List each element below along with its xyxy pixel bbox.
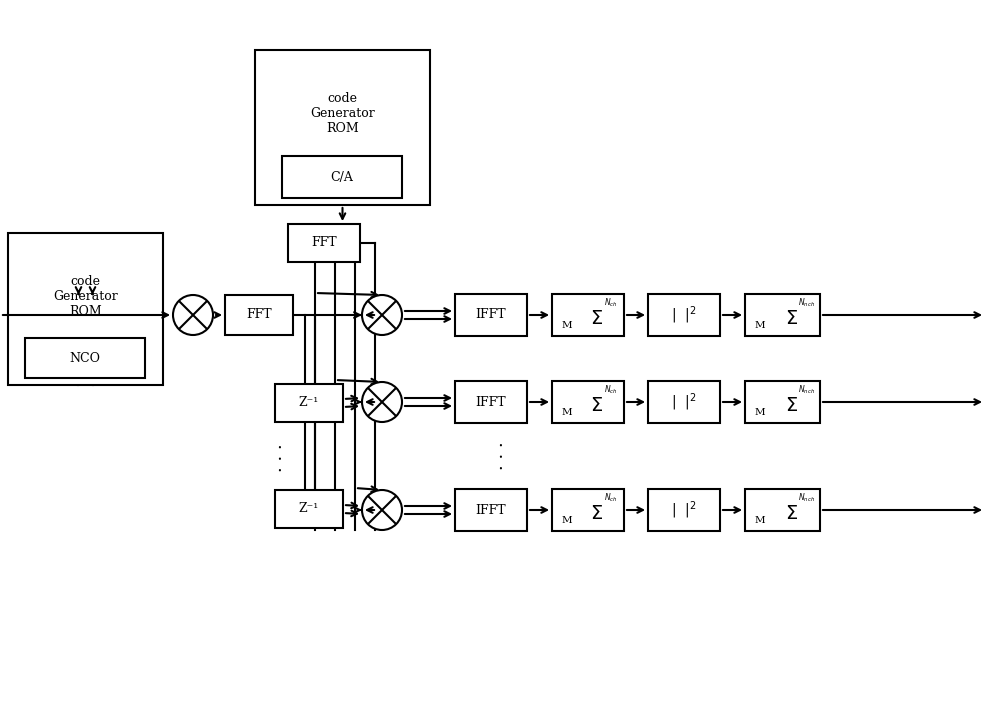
Text: M: M [755,516,765,525]
Circle shape [362,490,402,530]
Bar [282,156,402,198]
Text: M: M [561,408,572,417]
Text: FFT: FFT [311,236,337,250]
Bar [8,233,163,385]
Bar [288,224,360,262]
Bar [552,381,624,423]
Text: $\Sigma$: $\Sigma$ [785,310,798,328]
Text: $\Sigma$: $\Sigma$ [785,505,798,523]
Bar [745,381,820,423]
Text: M: M [561,321,572,330]
Circle shape [362,382,402,422]
Bar [648,294,720,336]
Text: FFT: FFT [246,308,272,322]
Text: M: M [755,321,765,330]
Bar [225,295,293,335]
Text: M: M [755,408,765,417]
Text: $|\ \ |^2$: $|\ \ |^2$ [671,499,697,521]
Text: $N_{ch}$: $N_{ch}$ [604,491,618,504]
Bar [455,294,527,336]
Bar [275,384,343,422]
Text: code
Generator
ROM: code Generator ROM [310,92,375,135]
Text: $N_{ch}$: $N_{ch}$ [604,383,618,396]
Circle shape [173,295,213,335]
Text: $\Sigma$: $\Sigma$ [590,397,603,415]
Bar [745,294,820,336]
Text: $N_{ch}$: $N_{ch}$ [604,296,618,309]
Bar [552,294,624,336]
Text: C/A: C/A [331,171,353,184]
Bar [25,338,145,378]
Bar [552,489,624,531]
Bar [275,490,343,528]
Circle shape [362,295,402,335]
Text: · · ·: · · · [273,444,291,472]
Bar [455,489,527,531]
Text: $\Sigma$: $\Sigma$ [590,310,603,328]
Bar [648,489,720,531]
Text: $N_{nch}$: $N_{nch}$ [798,296,815,309]
Bar [255,50,430,205]
Text: $N_{nch}$: $N_{nch}$ [798,491,815,504]
Text: Z⁻¹: Z⁻¹ [299,397,319,410]
Text: NCO: NCO [70,351,100,364]
Text: IFFT: IFFT [476,395,506,408]
Text: $N_{nch}$: $N_{nch}$ [798,383,815,396]
Text: Z⁻¹: Z⁻¹ [299,503,319,516]
Bar [455,381,527,423]
Text: code
Generator
ROM: code Generator ROM [53,275,118,318]
Text: IFFT: IFFT [476,503,506,516]
Text: $\Sigma$: $\Sigma$ [785,397,798,415]
Text: IFFT: IFFT [476,308,506,322]
Bar [745,489,820,531]
Text: $|\ \ |^2$: $|\ \ |^2$ [671,304,697,325]
Text: M: M [561,516,572,525]
Bar [648,381,720,423]
Text: · · ·: · · · [494,441,512,470]
Text: $|\ \ |^2$: $|\ \ |^2$ [671,391,697,413]
Text: $\Sigma$: $\Sigma$ [590,505,603,523]
